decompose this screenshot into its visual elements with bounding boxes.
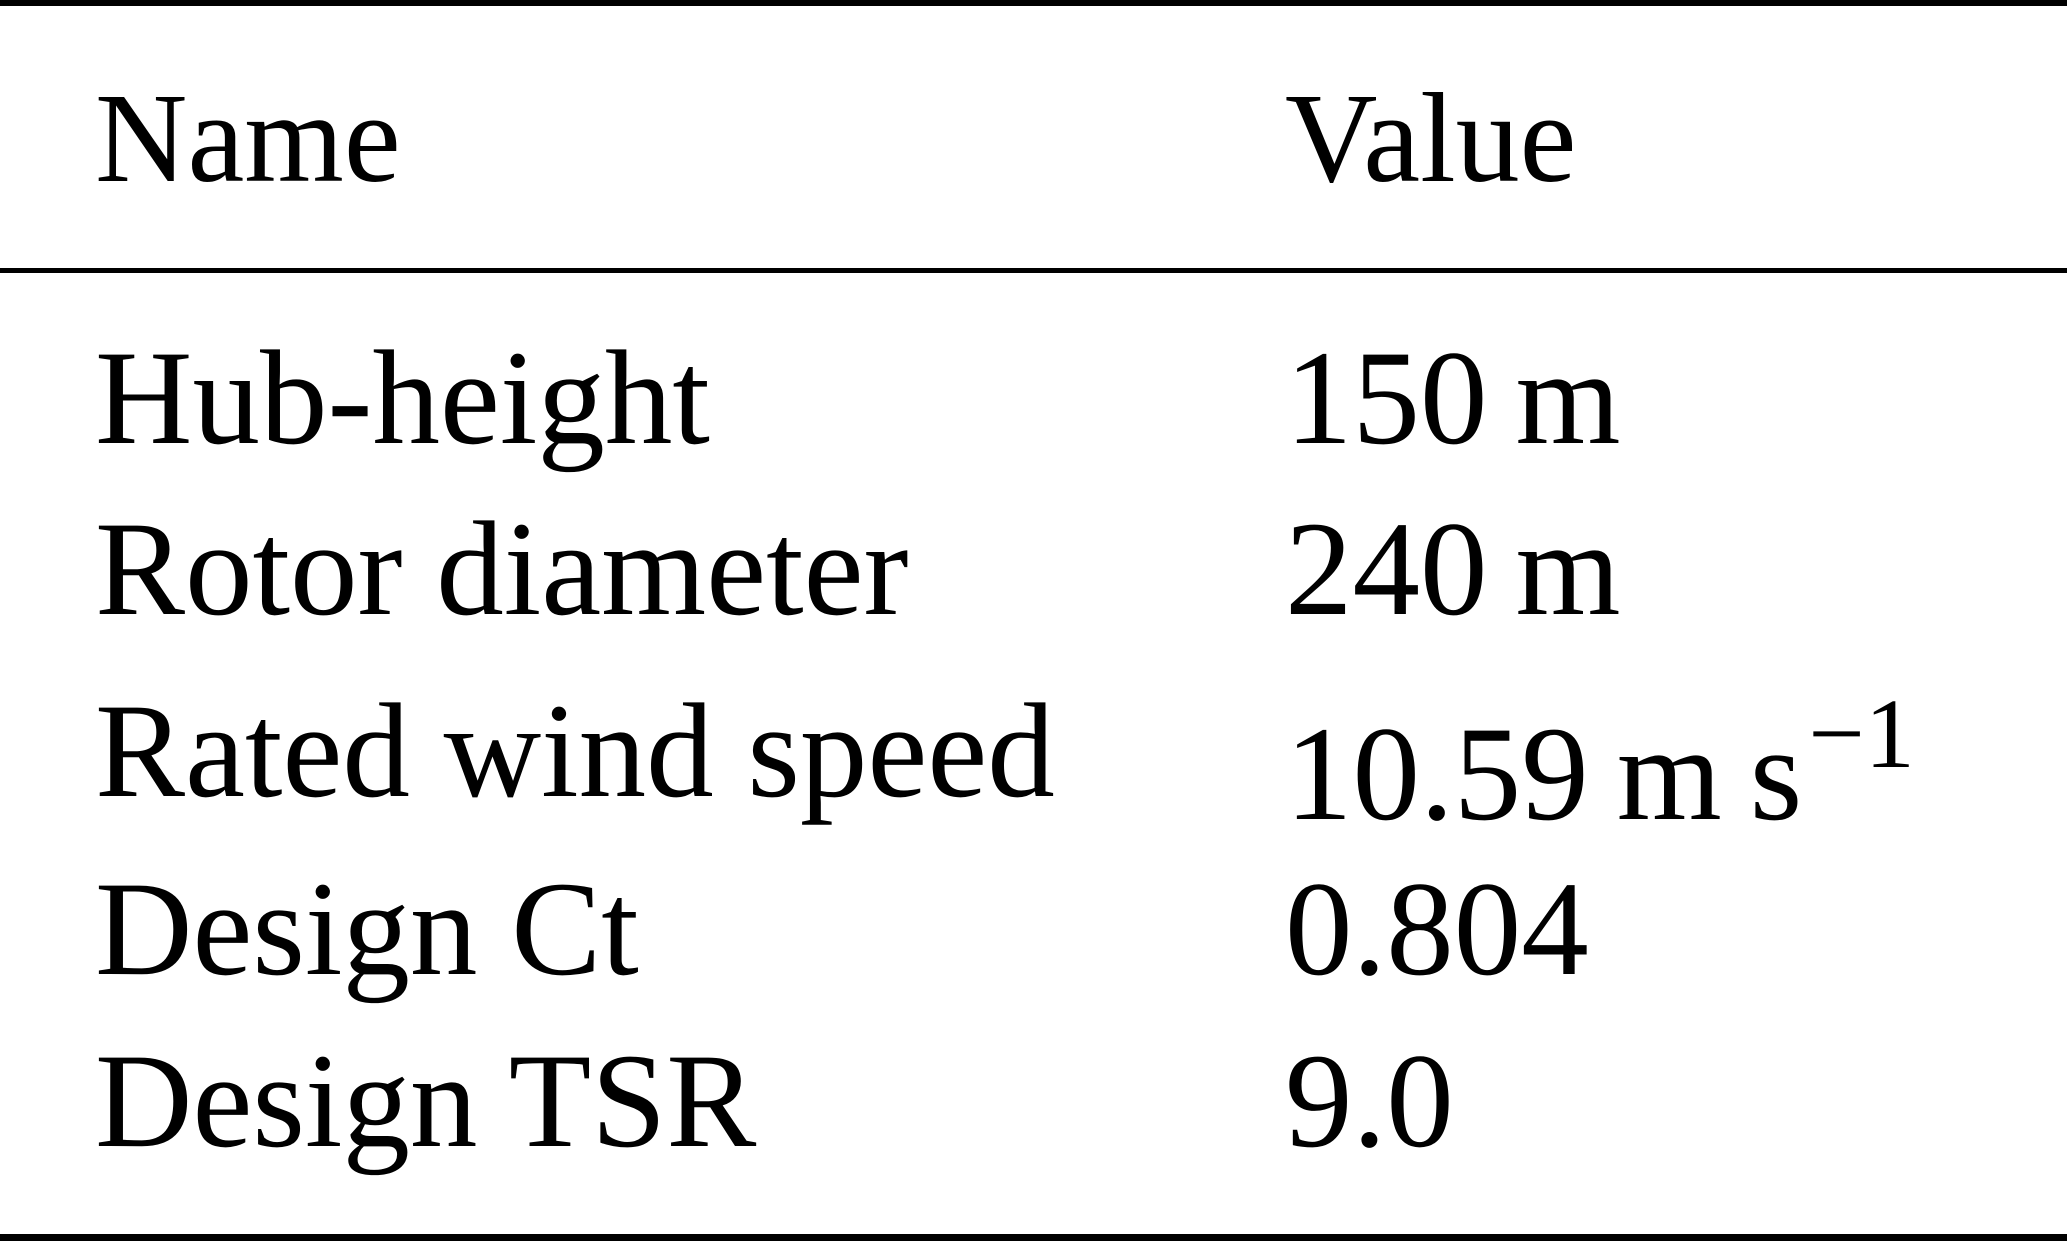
value-unit: m	[1515, 324, 1621, 473]
table-top-rule	[0, 0, 2067, 6]
row-name-hub-height: Hub-height	[95, 324, 710, 473]
value-unit: m	[1515, 495, 1621, 644]
header-value: Value	[1285, 67, 1577, 209]
table-header-rule	[0, 268, 2067, 273]
table-bottom-rule	[0, 1234, 2067, 1241]
value-number: 0.804	[1285, 855, 1589, 1004]
row-name-design-ct: Design Ct	[95, 855, 639, 1004]
value-number: 150	[1285, 324, 1488, 473]
value-unit: m	[1616, 700, 1722, 849]
value-unit-secondary: s	[1749, 700, 1803, 849]
row-value-hub-height: 150 m	[1285, 331, 1621, 466]
row-name-design-tsr: Design TSR	[95, 1027, 757, 1176]
value-unit-exponent: −1	[1808, 678, 1915, 789]
value-number: 9.0	[1285, 1027, 1454, 1176]
row-name-rated-wind-speed: Rated wind speed	[95, 677, 1055, 826]
value-number: 10.59	[1285, 700, 1589, 849]
row-name-rotor-diameter: Rotor diameter	[95, 495, 909, 644]
header-name: Name	[95, 67, 401, 209]
row-value-rated-wind-speed: 10.59 m s−1	[1285, 684, 1915, 843]
value-number: 240	[1285, 495, 1488, 644]
row-value-design-tsr: 9.0	[1285, 1034, 1454, 1169]
row-value-design-ct: 0.804	[1285, 862, 1589, 997]
row-value-rotor-diameter: 240 m	[1285, 502, 1621, 637]
